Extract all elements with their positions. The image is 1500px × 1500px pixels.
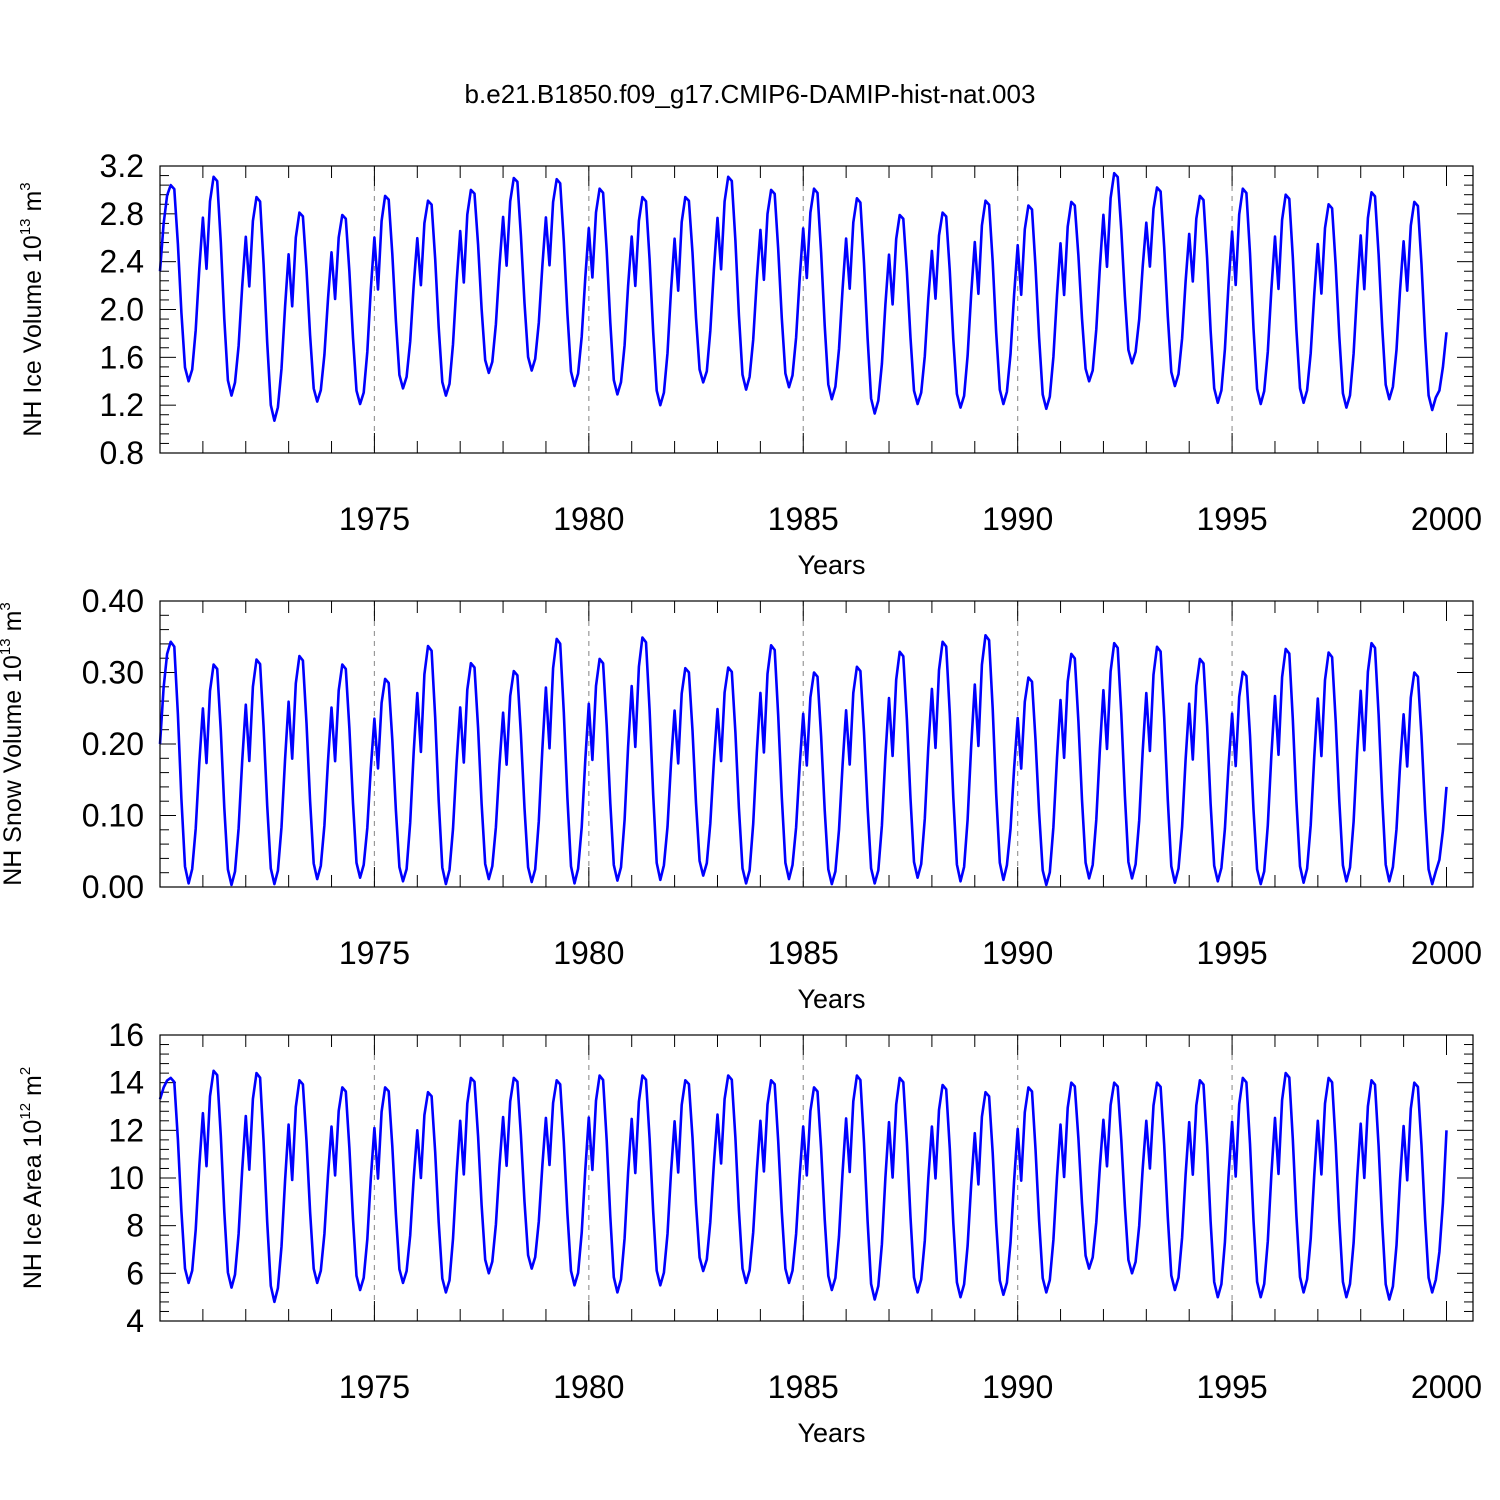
c1-y-tick-label: 0.40 [82,583,144,619]
c0-y-tick-label: 1.6 [100,339,144,375]
c0-x-tick-label-1985: 1985 [768,501,839,537]
c2-y-tick-label: 10 [108,1160,144,1196]
c0-x-tick-label-1990: 1990 [982,501,1053,537]
c2-y-tick-label: 12 [108,1112,144,1148]
c1-x-tick-label-1980: 1980 [553,935,624,971]
c1-series-line-nh-snow-volume [158,634,1448,887]
c2-y-tick-label: 8 [126,1208,144,1244]
c0-y-tick-label: 2.8 [100,196,144,232]
c2-x-axis-label: Years [797,1418,865,1448]
panel-snow-volume: 0.00 0.10 0.20 0.30 0.40 1975 1980 1985 1990 1995… [0,583,1482,1014]
c2-y-tick-label: 6 [126,1255,144,1291]
c1-y-axis-label: NH Snow Volume 1013 m3 [0,602,27,886]
c0-series-line-nh-ice-volume [158,171,1448,422]
c0-y-tick-label: 1.2 [100,387,144,423]
c0-plot-frame [159,165,1474,454]
c1-y-tick-label: 0.10 [82,798,144,834]
c1-y-tick-label: 0.20 [82,726,144,762]
c2-x-tick-label-2000: 2000 [1411,1369,1482,1405]
figure-title: b.e21.B1850.f09_g17.CMIP6-DAMIP-hist-nat… [465,79,1036,109]
c2-plot-frame [159,1034,1474,1322]
c2-x-tick-label-1990: 1990 [982,1369,1053,1405]
c1-x-tick-label-1975: 1975 [339,935,410,971]
c1-x-axis-label: Years [797,984,865,1014]
c1-y-tick-label: 0.30 [82,655,144,691]
c0-y-tick-label: 2.4 [100,244,144,280]
panel-ice-area: 4 6 8 10 12 14 16 1975 1980 1985 1990 1995 2000 Years… [17,1017,1482,1448]
c1-x-tick-label-1995: 1995 [1196,935,1267,971]
c0-y-axis-label: NH Ice Volume 1013 m3 [17,182,47,436]
c1-x-tick-label-2000: 2000 [1411,935,1482,971]
c2-x-tick-label-1980: 1980 [553,1369,624,1405]
c0-x-tick-label-1995: 1995 [1196,501,1267,537]
c0-y-tick-label: 3.2 [100,148,144,184]
c2-x-tick-label-1975: 1975 [339,1369,410,1405]
c2-y-tick-label: 4 [126,1303,144,1339]
c2-x-tick-label-1995: 1995 [1196,1369,1267,1405]
c0-y-tick-label: 0.8 [100,435,144,471]
c1-y-tick-label: 0.00 [82,869,144,905]
c1-x-tick-label-1985: 1985 [768,935,839,971]
c2-y-tick-label: 16 [108,1017,144,1053]
c2-y-tick-label: 14 [108,1065,144,1101]
c0-x-tick-label-2000: 2000 [1411,501,1482,537]
panel-ice-volume: 0.8 1.2 1.6 2.0 2.4 2.8 3.2 1975 1980 1985 1990 199… [17,148,1482,580]
c0-x-tick-label-1975: 1975 [339,501,410,537]
c0-y-tick-label: 2.0 [100,292,144,328]
c1-plot-frame [159,600,1474,888]
c2-y-axis-label: NH Ice Area 1012 m2 [17,1067,47,1289]
c2-series-line-nh-ice-area [158,1069,1448,1304]
c0-x-axis-label: Years [797,550,865,580]
c2-x-tick-label-1985: 1985 [768,1369,839,1405]
c0-x-tick-label-1980: 1980 [553,501,624,537]
c1-x-tick-label-1990: 1990 [982,935,1053,971]
